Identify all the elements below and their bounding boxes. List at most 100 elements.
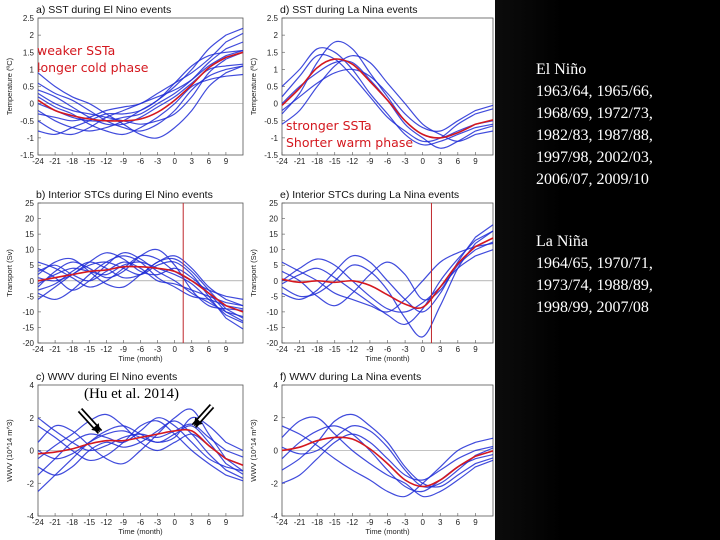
x-axis-label: Time (month) (118, 354, 163, 363)
x-tick-label: -3 (402, 157, 410, 166)
composite-line (281, 436, 494, 488)
x-tick-label: 9 (473, 518, 478, 527)
y-tick-label: -2 (271, 479, 279, 488)
y-tick-label: 0 (274, 277, 279, 286)
panel-title: c) WWV during El Nino events (36, 371, 177, 383)
x-tick-label: -24 (32, 345, 44, 354)
x-tick-label: -18 (66, 345, 78, 354)
panel-3: b) Interior STCs during El Nino events25… (5, 189, 244, 363)
event-line-4 (281, 47, 494, 146)
event-line-5 (37, 255, 244, 310)
y-tick-label: 0.5 (23, 83, 35, 92)
x-tick-label: -9 (366, 345, 374, 354)
event-line-3 (281, 230, 494, 325)
y-tick-label: -15 (22, 323, 34, 332)
x-tick-label: -24 (276, 345, 288, 354)
x-tick-label: -12 (101, 157, 113, 166)
x-tick-label: -21 (294, 157, 306, 166)
event-line-6 (281, 425, 494, 488)
x-tick-label: -9 (366, 157, 374, 166)
composite-line (37, 51, 244, 122)
y-tick-label: 1.5 (23, 48, 35, 57)
y-axis-label: Temperature (ºC) (5, 57, 14, 115)
y-tick-label: 0 (274, 447, 279, 456)
event-line-6 (281, 224, 494, 313)
x-tick-label: -9 (120, 157, 128, 166)
y-tick-label: -0.5 (264, 117, 278, 126)
arrow-left-head (91, 423, 100, 432)
x-tick-label: -3 (154, 518, 162, 527)
x-tick-label: -24 (276, 518, 288, 527)
event-line-2 (37, 27, 244, 132)
y-tick-label: 0 (274, 100, 279, 109)
event-line-4 (281, 416, 494, 498)
event-line-4 (37, 255, 244, 307)
x-tick-label: -6 (137, 157, 145, 166)
x-axis-label: Time (month) (365, 354, 410, 363)
y-tick-label: 10 (25, 246, 34, 255)
x-tick-label: -6 (384, 345, 392, 354)
event-list-panel: El Niño 1963/64, 1965/66, 1968/69, 1972/… (495, 0, 720, 540)
y-tick-label: 0 (30, 277, 35, 286)
x-tick-label: -3 (402, 518, 410, 527)
y-tick-label: 15 (269, 230, 278, 239)
y-tick-label: -1.5 (264, 151, 278, 160)
x-tick-label: -6 (137, 345, 145, 354)
x-axis-label: Time (month) (365, 527, 410, 536)
panel-title: e) Interior STCs during La Nina events (280, 189, 459, 201)
x-tick-label: 0 (420, 345, 425, 354)
event-line-2 (37, 252, 244, 318)
panel-4: e) Interior STCs during La Nina events25… (249, 189, 494, 363)
annotation-stronger-ssta: stronger SSTa Shorter warm phase (286, 118, 414, 150)
y-tick-label: 25 (25, 199, 34, 208)
y-axis-label: Transport (Sv) (5, 249, 14, 297)
x-tick-label: -12 (347, 157, 359, 166)
el-nino-years: El Niño 1963/64, 1965/66, 1968/69, 1972/… (536, 61, 653, 188)
x-tick-label: -9 (120, 345, 128, 354)
x-tick-label: -24 (276, 157, 288, 166)
x-tick-label: 3 (190, 157, 195, 166)
x-tick-label: -24 (32, 518, 44, 527)
y-tick-label: 5 (274, 261, 279, 270)
y-tick-label: -1.5 (20, 151, 34, 160)
event-line-5 (37, 65, 244, 139)
event-line-1 (281, 230, 494, 338)
x-tick-label: -12 (101, 345, 113, 354)
x-tick-label: 9 (224, 518, 229, 527)
x-tick-label: -15 (329, 518, 341, 527)
x-tick-label: 0 (172, 157, 177, 166)
y-tick-label: -5 (271, 292, 279, 301)
x-tick-label: -9 (120, 518, 128, 527)
x-tick-label: 6 (207, 345, 212, 354)
plot-frame (281, 202, 494, 344)
x-tick-label: -9 (366, 518, 374, 527)
y-tick-label: 2.5 (267, 14, 279, 23)
x-tick-label: 6 (456, 345, 461, 354)
x-tick-label: 0 (420, 157, 425, 166)
x-tick-label: 9 (224, 157, 229, 166)
y-tick-label: 5 (30, 261, 35, 270)
y-tick-label: 0 (30, 100, 35, 109)
event-line-3 (281, 55, 494, 142)
x-tick-label: -15 (329, 157, 341, 166)
annotation-weaker-ssta: weaker SSTa longer cold phase (37, 43, 149, 75)
x-tick-label: -18 (66, 518, 78, 527)
x-tick-label: -3 (402, 345, 410, 354)
y-tick-label: -20 (266, 339, 278, 348)
y-tick-label: 1.5 (267, 48, 279, 57)
y-tick-label: -10 (266, 308, 278, 317)
y-tick-label: 2.5 (23, 14, 35, 23)
x-tick-label: 6 (207, 518, 212, 527)
x-tick-label: 3 (438, 345, 443, 354)
x-tick-label: -21 (294, 518, 306, 527)
y-tick-label: -0.5 (20, 117, 34, 126)
y-tick-label: 1 (274, 65, 279, 74)
x-tick-label: 3 (190, 345, 195, 354)
x-tick-label: 9 (224, 345, 229, 354)
panel-title: a) SST during El Nino events (36, 4, 171, 16)
x-tick-label: -18 (311, 157, 323, 166)
event-line-7 (37, 420, 244, 479)
x-tick-label: -12 (347, 518, 359, 527)
